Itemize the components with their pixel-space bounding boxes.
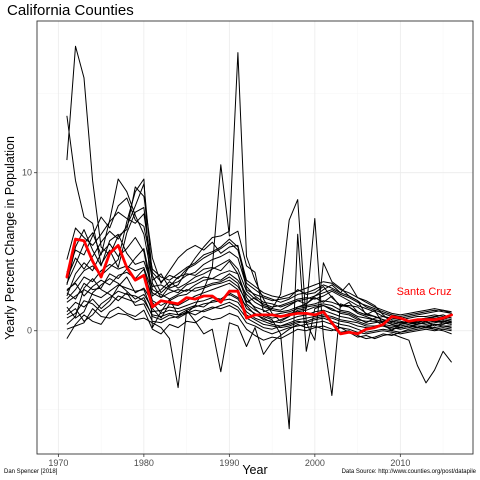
county-series-line	[66, 306, 452, 341]
highlight-series: Santa Cruz	[65, 237, 453, 336]
plot-panel	[36, 20, 474, 455]
county-series-line	[66, 278, 452, 335]
y-axis-title: Yearly Percent Change in Population	[3, 136, 17, 340]
caption-author: Dan Spencer [2018]	[4, 469, 58, 475]
county-series-line	[66, 211, 452, 319]
chart-title: California Counties	[7, 2, 134, 19]
y-tick-label: 0	[27, 326, 32, 336]
county-series-line	[66, 52, 452, 325]
y-tick-label: 10	[22, 168, 32, 178]
x-tick-label: 2000	[305, 458, 325, 468]
x-tick-label: 1990	[219, 458, 239, 468]
axes: 1970 1980 1990 2000 2010 0 10	[22, 168, 410, 468]
county-series-line	[66, 290, 452, 330]
x-tick-label: 1970	[48, 458, 68, 468]
county-lines	[66, 45, 452, 430]
caption-source: Data Source: http://www.counties.org/pos…	[342, 469, 477, 475]
county-series-line	[66, 197, 452, 316]
county-series-line	[66, 183, 452, 317]
county-series-line	[66, 45, 452, 329]
x-axis-title: Year	[242, 463, 267, 477]
highlight-series-label: Santa Cruz	[397, 286, 452, 298]
x-tick-label: 1980	[134, 458, 154, 468]
county-series-line	[66, 218, 452, 396]
x-tick-label: 2010	[390, 458, 410, 468]
grid	[37, 21, 473, 454]
county-series-line	[66, 284, 452, 329]
county-series-line	[66, 295, 452, 333]
highlight-series-line	[65, 237, 453, 336]
county-series-line	[66, 237, 452, 321]
